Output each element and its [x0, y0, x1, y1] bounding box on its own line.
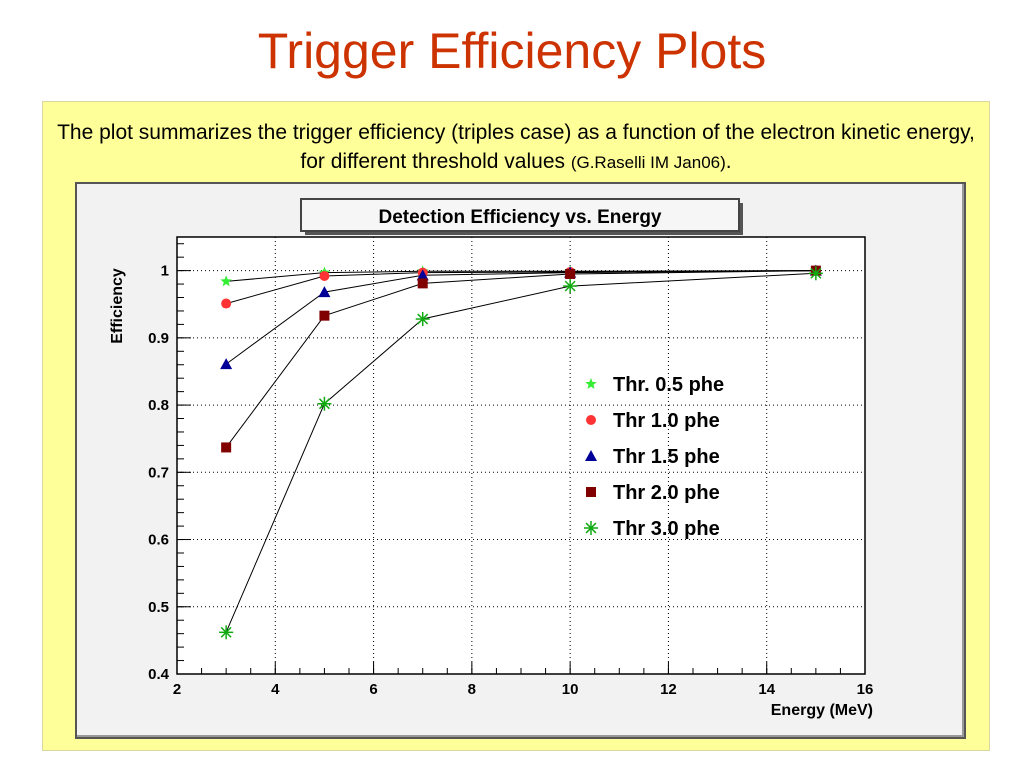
slide-title: Trigger Efficiency Plots: [257, 23, 767, 79]
data-point-series-2: [221, 298, 232, 309]
x-tick-label: 8: [468, 681, 476, 698]
legend: Thr. 0.5 phe Thr 1.0 phe Thr 1.5 phe Thr 2.…: [584, 374, 724, 540]
chart-title-box: [300, 198, 740, 232]
legend-marker-1: [585, 378, 597, 389]
data-point-series-1: [220, 275, 232, 287]
x-axis-label: Energy (MeV): [771, 702, 873, 719]
x-axis-ticks: 2 4 6 8 10 12 14 16: [173, 662, 874, 698]
legend-label-5: Thr 3.0 phe: [613, 518, 720, 540]
legend-label-2: Thr 1.0 phe: [613, 410, 720, 432]
y-tick-label: 0.7: [148, 464, 169, 481]
y-tick-label: 0.4: [148, 666, 170, 683]
data-point-series-5: [415, 312, 430, 327]
x-tick-label: 14: [758, 681, 775, 698]
data-point-series-4: [417, 278, 428, 289]
data-point-series-3: [318, 286, 331, 298]
x-tick-label: 2: [173, 681, 181, 698]
x-tick-label: 10: [562, 681, 579, 698]
caption: The plot summarizes the trigger efficien…: [43, 118, 989, 177]
caption-main: The plot summarizes the trigger efficien…: [57, 121, 975, 173]
x-tick-label: 12: [660, 681, 677, 698]
y-tick-label: 0.6: [148, 532, 169, 549]
y-tick-label: 1: [161, 263, 169, 280]
legend-marker-3: [585, 450, 597, 461]
chart-title: Detection Efficiency vs. Energy: [379, 207, 662, 228]
series-markers: [219, 264, 823, 640]
y-tick-label: 0.5: [148, 599, 169, 616]
efficiency-chart: Detection Efficiency vs. Energy 2 4 6 8 10 12…: [109, 198, 874, 719]
y-axis-ticks: 0.4 0.5 0.6 0.7 0.8 0.9 1: [148, 243, 191, 683]
data-point-series-4: [221, 442, 232, 453]
content-box: The plot summarizes the trigger efficien…: [42, 101, 990, 751]
plot-area: [176, 236, 866, 675]
legend-label-3: Thr 1.5 phe: [613, 446, 720, 468]
legend-marker-2: [586, 415, 596, 425]
legend-marker-5: [584, 521, 598, 535]
x-tick-label: 16: [857, 681, 874, 698]
plot-frame: Detection Efficiency vs. Energy 2 4 6 8 10 12…: [75, 182, 966, 739]
data-point-series-3: [416, 269, 429, 281]
x-tick-label: 6: [369, 681, 377, 698]
x-tick-label: 4: [271, 681, 280, 698]
data-point-series-5: [563, 279, 578, 294]
y-tick-label: 0.9: [148, 330, 169, 347]
legend-marker-4: [586, 487, 596, 497]
data-point-series-5: [219, 625, 234, 640]
data-point-series-5: [317, 396, 332, 411]
y-axis-label: Efficiency: [109, 268, 126, 344]
data-point-series-3: [220, 358, 233, 370]
caption-reference: (G.Raselli IM Jan06): [570, 153, 726, 172]
legend-label-1: Thr. 0.5 phe: [613, 374, 724, 396]
caption-end: .: [725, 150, 732, 173]
data-point-series-4: [565, 268, 576, 279]
legend-label-4: Thr 2.0 phe: [613, 482, 720, 504]
data-point-series-4: [319, 310, 330, 321]
data-point-series-2: [319, 270, 330, 281]
y-tick-label: 0.8: [148, 397, 169, 414]
data-point-series-5: [808, 266, 823, 281]
